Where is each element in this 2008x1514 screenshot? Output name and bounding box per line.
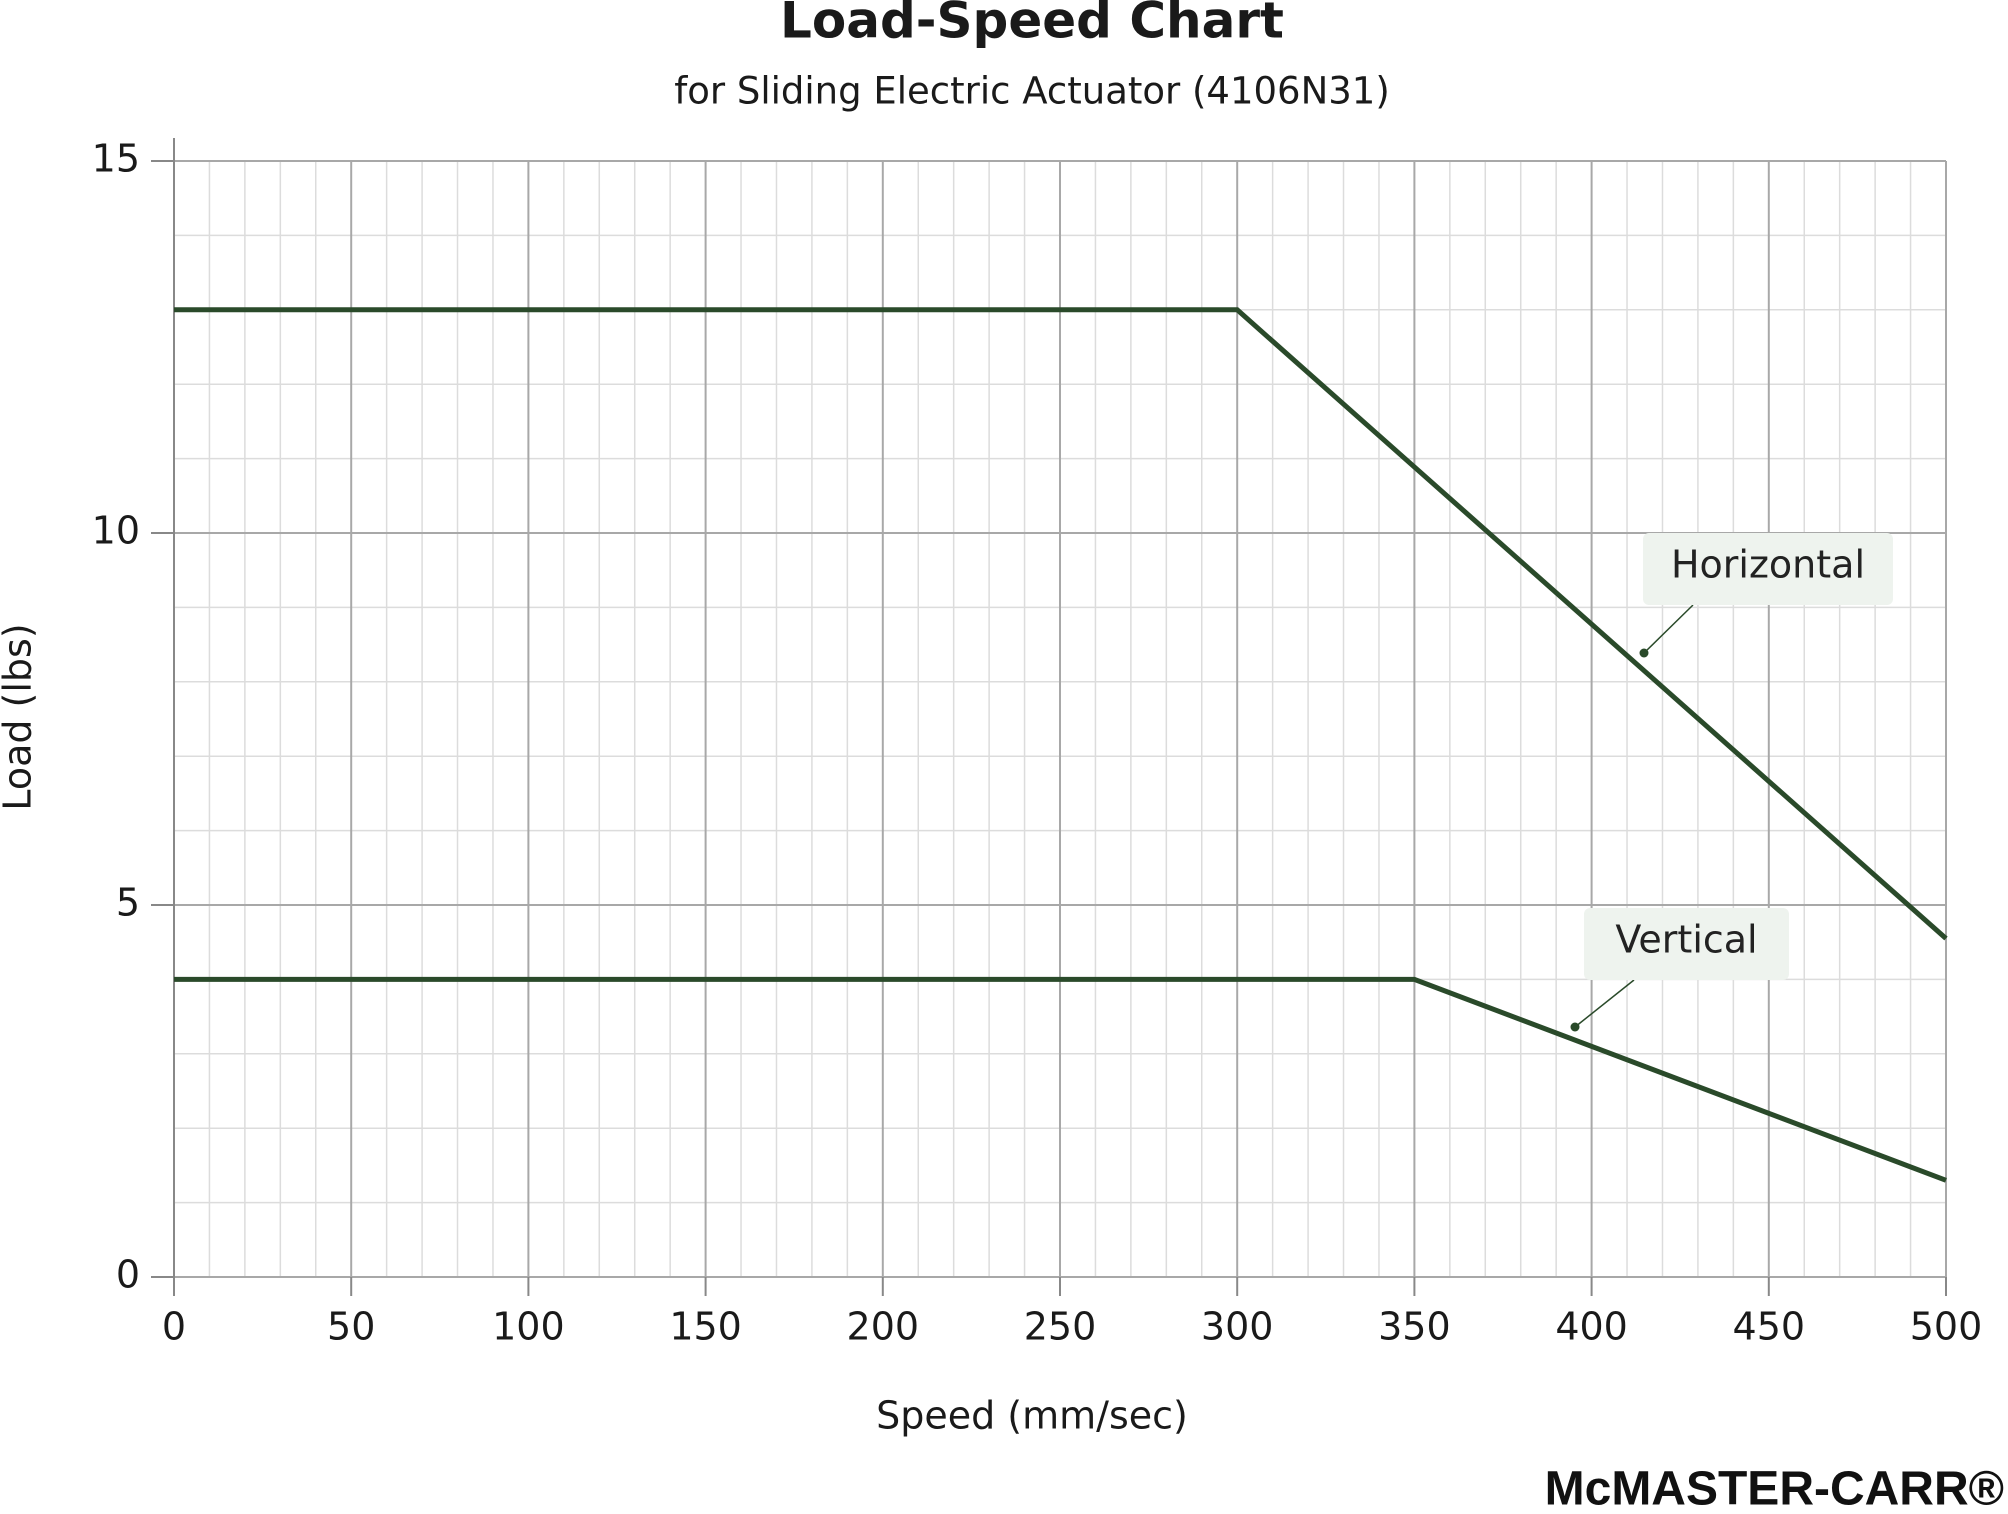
x-tick-label: 350 bbox=[1378, 1305, 1451, 1349]
x-tick-label: 450 bbox=[1733, 1305, 1806, 1349]
x-tick-label: 250 bbox=[1024, 1305, 1097, 1349]
callout-leader bbox=[1643, 604, 1694, 654]
x-tick-label: 100 bbox=[492, 1305, 565, 1349]
callout-box bbox=[1643, 533, 1893, 605]
series-line bbox=[174, 976, 1947, 1183]
x-axis-label: Speed (mm/sec) bbox=[876, 1394, 1188, 1438]
x-tick-label: 500 bbox=[1910, 1305, 1983, 1349]
chart-subtitle: for Sliding Electric Actuator (4106N31) bbox=[674, 70, 1390, 113]
x-tick-label: 150 bbox=[669, 1305, 742, 1349]
series-line bbox=[174, 307, 1948, 941]
callout-box bbox=[1584, 908, 1789, 980]
brand-logo: McMASTER-CARR® bbox=[1545, 1463, 2004, 1514]
callout-dot bbox=[1639, 648, 1649, 658]
y-tick-label: 15 bbox=[92, 137, 140, 181]
x-tick-label: 200 bbox=[847, 1305, 920, 1349]
callout-leader bbox=[1574, 979, 1635, 1028]
y-tick-label: 10 bbox=[92, 509, 140, 553]
grid bbox=[173, 160, 1947, 1278]
x-tick-label: 50 bbox=[327, 1305, 375, 1349]
x-tick-label: 300 bbox=[1201, 1305, 1274, 1349]
y-axis-label: Load (lbs) bbox=[0, 623, 40, 810]
legend-label: Horizontal bbox=[1671, 543, 1865, 587]
y-tick-label: 5 bbox=[116, 881, 140, 925]
y-tick-label: 0 bbox=[116, 1253, 140, 1297]
legend-label: Vertical bbox=[1615, 918, 1757, 962]
chart-title: Load-Speed Chart bbox=[780, 0, 1284, 50]
x-tick-label: 400 bbox=[1555, 1305, 1628, 1349]
x-tick-label: 0 bbox=[162, 1305, 186, 1349]
callout-dot bbox=[1570, 1022, 1580, 1032]
